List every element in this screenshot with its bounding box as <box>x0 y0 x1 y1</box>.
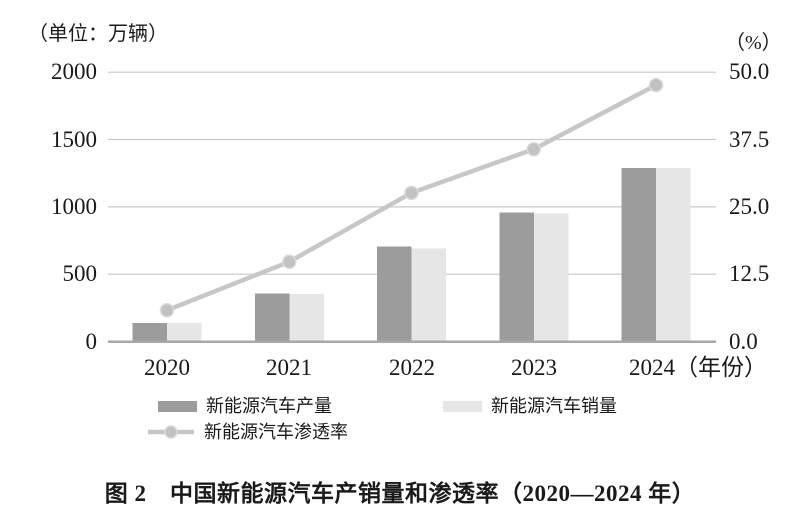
x-tick-2022: 2022 <box>389 355 435 380</box>
y-right-tick-0: 0.0 <box>729 329 758 354</box>
legend-sales-label: 新能源汽车销量 <box>491 396 617 416</box>
x-tick-2024: 2024 <box>629 355 675 380</box>
production-bar-2023 <box>499 212 534 342</box>
y-right-tick-12-5: 12.5 <box>729 261 770 286</box>
x-tick-2021: 2021 <box>266 355 312 380</box>
right-axis-unit-label: （%） <box>725 32 782 54</box>
x-tick-2024-with-suffix: 2024（年份） <box>629 355 767 381</box>
penetration-marker-2024 <box>648 77 664 93</box>
penetration-marker-2020 <box>159 303 175 318</box>
penetration-line-marker-icon <box>148 425 194 439</box>
y-left-tick-1500: 1500 <box>51 127 97 152</box>
legend-item-sales: 新能源汽车销量 <box>443 394 617 418</box>
y-right-tick-25: 25.0 <box>729 194 770 219</box>
y-left-tick-500: 500 <box>62 261 98 286</box>
sales-bar-swatch <box>443 400 482 412</box>
y-left-tick-0: 0 <box>85 329 98 354</box>
sales-bar-2023 <box>533 213 569 342</box>
x-axis-suffix-label: （年份） <box>675 355 767 380</box>
penetration-marker-2021 <box>282 254 297 270</box>
y-left-tick-2000: 2000 <box>51 59 97 84</box>
sales-bar-2022 <box>411 248 446 342</box>
x-tick-2023: 2023 <box>511 355 557 380</box>
legend-production-label: 新能源汽车产量 <box>206 396 332 416</box>
sales-bar-2020 <box>167 323 202 342</box>
left-axis-unit-label: （单位：万辆） <box>28 23 168 45</box>
penetration-marker-2023 <box>526 141 541 157</box>
sales-bar-2024 <box>656 168 691 342</box>
sales-bar-2021 <box>289 294 324 342</box>
figure-caption: 图 2 中国新能源汽车产销量和渗透率（2020—2024 年） <box>104 481 696 506</box>
y-right-tick-37-5: 37.5 <box>729 127 770 152</box>
legend-penetration-label: 新能源汽车渗透率 <box>204 422 348 442</box>
production-bar-2021 <box>254 293 290 342</box>
legend-item-penetration: 新能源汽车渗透率 <box>146 420 348 444</box>
x-tick-2020: 2020 <box>144 355 190 380</box>
production-bar-2022 <box>377 246 412 342</box>
production-bar-2024 <box>621 167 656 342</box>
y-right-tick-50: 50.0 <box>729 59 770 84</box>
penetration-marker-2022 <box>404 185 419 201</box>
y-left-tick-1000: 1000 <box>51 194 97 219</box>
production-bar-2020 <box>132 323 167 342</box>
legend-item-production: 新能源汽车产量 <box>158 394 332 418</box>
production-bar-swatch <box>158 400 197 412</box>
